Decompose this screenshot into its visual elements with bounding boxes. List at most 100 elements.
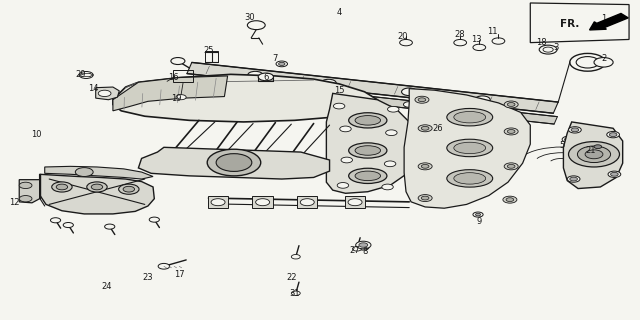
Text: 21: 21	[586, 146, 596, 155]
Circle shape	[568, 127, 581, 133]
Polygon shape	[187, 62, 558, 113]
Ellipse shape	[355, 171, 381, 180]
Circle shape	[278, 62, 285, 66]
Ellipse shape	[447, 170, 493, 187]
Circle shape	[291, 291, 300, 295]
Circle shape	[421, 126, 429, 130]
Circle shape	[158, 263, 170, 269]
Circle shape	[104, 224, 115, 229]
Circle shape	[608, 171, 621, 178]
Circle shape	[454, 39, 467, 46]
Circle shape	[19, 196, 32, 202]
Text: 8: 8	[362, 247, 367, 257]
Text: 30: 30	[244, 13, 255, 22]
Circle shape	[473, 44, 486, 51]
Text: 26: 26	[433, 124, 443, 133]
Ellipse shape	[454, 142, 486, 154]
Text: 28: 28	[455, 30, 465, 39]
Circle shape	[508, 103, 515, 106]
Bar	[345, 196, 365, 208]
Circle shape	[216, 154, 252, 172]
Circle shape	[171, 58, 185, 65]
Polygon shape	[96, 87, 119, 100]
Ellipse shape	[355, 116, 381, 125]
Circle shape	[421, 164, 429, 168]
Circle shape	[611, 172, 618, 176]
Circle shape	[418, 163, 432, 170]
Text: 5: 5	[559, 141, 564, 150]
Text: 31: 31	[289, 289, 300, 298]
Bar	[323, 84, 339, 90]
Circle shape	[353, 247, 362, 251]
Circle shape	[577, 146, 611, 163]
Circle shape	[506, 198, 514, 202]
Circle shape	[568, 142, 620, 167]
Circle shape	[52, 182, 72, 192]
Text: 25: 25	[204, 46, 214, 55]
Circle shape	[87, 182, 107, 192]
FancyArrow shape	[589, 13, 628, 30]
Text: 3: 3	[553, 43, 559, 52]
Circle shape	[564, 138, 572, 141]
Circle shape	[433, 120, 443, 125]
Circle shape	[585, 150, 603, 159]
Text: 27: 27	[349, 246, 360, 255]
Circle shape	[399, 39, 412, 46]
Circle shape	[340, 126, 351, 132]
Ellipse shape	[447, 108, 493, 126]
Circle shape	[250, 85, 261, 91]
Text: 17: 17	[175, 270, 185, 279]
Circle shape	[382, 184, 394, 190]
Text: 12: 12	[9, 198, 19, 207]
Polygon shape	[113, 76, 228, 111]
Polygon shape	[188, 77, 557, 124]
Circle shape	[508, 130, 515, 133]
Circle shape	[176, 95, 186, 100]
Polygon shape	[326, 93, 415, 193]
Text: 24: 24	[101, 282, 112, 292]
Circle shape	[401, 88, 417, 96]
Polygon shape	[404, 89, 531, 208]
Circle shape	[92, 184, 102, 190]
Circle shape	[504, 163, 518, 170]
Text: FR.: FR.	[560, 19, 579, 29]
Circle shape	[475, 96, 490, 104]
Text: 13: 13	[471, 35, 481, 44]
Circle shape	[503, 196, 517, 203]
Circle shape	[576, 57, 599, 68]
Circle shape	[476, 213, 481, 216]
Circle shape	[385, 161, 396, 167]
Circle shape	[356, 241, 371, 249]
Circle shape	[477, 109, 488, 115]
Circle shape	[386, 130, 397, 136]
Circle shape	[418, 98, 426, 102]
Ellipse shape	[447, 139, 493, 157]
Circle shape	[492, 38, 505, 44]
Circle shape	[323, 93, 334, 99]
Circle shape	[321, 79, 336, 87]
Circle shape	[570, 177, 577, 181]
Circle shape	[341, 157, 353, 163]
Circle shape	[248, 71, 263, 79]
Circle shape	[571, 128, 579, 132]
Circle shape	[79, 71, 93, 78]
Circle shape	[358, 244, 369, 250]
Ellipse shape	[454, 111, 486, 123]
Circle shape	[540, 45, 557, 54]
Circle shape	[418, 195, 432, 202]
Polygon shape	[45, 166, 153, 179]
Text: 4: 4	[337, 8, 342, 17]
Text: 19: 19	[172, 94, 182, 103]
Text: 2: 2	[601, 54, 606, 63]
Circle shape	[609, 133, 617, 137]
Circle shape	[258, 73, 273, 81]
Circle shape	[348, 199, 362, 206]
Text: 7: 7	[273, 54, 278, 63]
Text: 11: 11	[487, 27, 497, 36]
Text: 10: 10	[31, 130, 42, 139]
Circle shape	[594, 145, 602, 148]
Text: 22: 22	[286, 273, 296, 282]
Text: 15: 15	[334, 86, 344, 95]
Ellipse shape	[454, 173, 486, 184]
Circle shape	[291, 254, 300, 259]
